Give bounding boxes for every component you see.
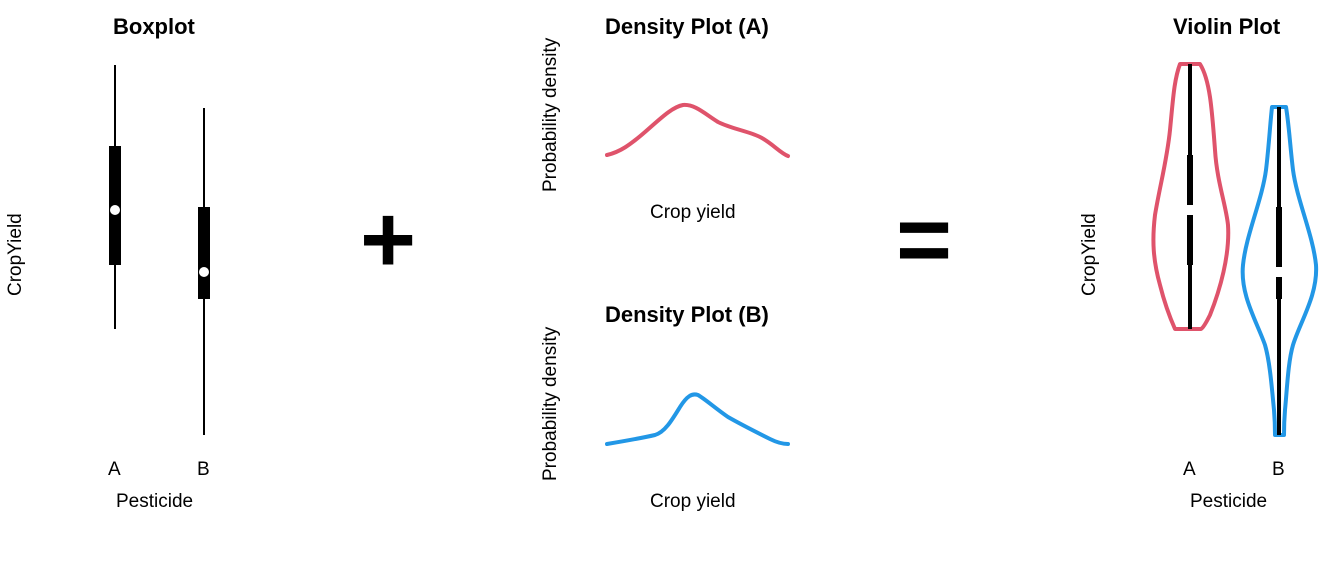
density-a-curve (605, 102, 790, 158)
boxplot-title: Boxplot (113, 14, 195, 39)
boxplot-b (198, 108, 210, 435)
boxplot-b-box (198, 207, 210, 299)
violin-b (1240, 105, 1319, 437)
violin-y-axis-label: CropYield (1079, 213, 1100, 296)
density-b-x-axis-label: Crop yield (650, 491, 736, 512)
density-b-title: Density Plot (B) (605, 302, 769, 327)
boxplot-b-median (199, 267, 209, 277)
boxplot-tick-b: B (197, 459, 210, 480)
density-a-title: Density Plot (A) (605, 14, 769, 39)
boxplot-x-axis-label: Pesticide (116, 491, 194, 512)
violin-b-outline (1240, 105, 1319, 437)
boxplot-tick-a: A (108, 459, 121, 480)
plus-operator: + (360, 186, 417, 293)
density-b-curve (605, 392, 790, 446)
boxplot-a (109, 65, 121, 329)
violin-a-outline (1151, 62, 1231, 331)
density-a-y-axis-label: Probability density (540, 37, 561, 192)
boxplot-a-median (110, 205, 120, 215)
violin-title: Violin Plot (1173, 14, 1281, 39)
density-a-x-axis-label: Crop yield (650, 202, 736, 223)
violin-b-box (1276, 207, 1282, 299)
violin-a (1151, 62, 1231, 331)
density-b-y-axis-label: Probability density (540, 326, 561, 481)
violin-x-axis-label: Pesticide (1190, 491, 1268, 512)
violin-tick-b: B (1272, 459, 1285, 480)
violin-tick-a: A (1183, 459, 1196, 480)
equals-operator: = (896, 186, 953, 293)
